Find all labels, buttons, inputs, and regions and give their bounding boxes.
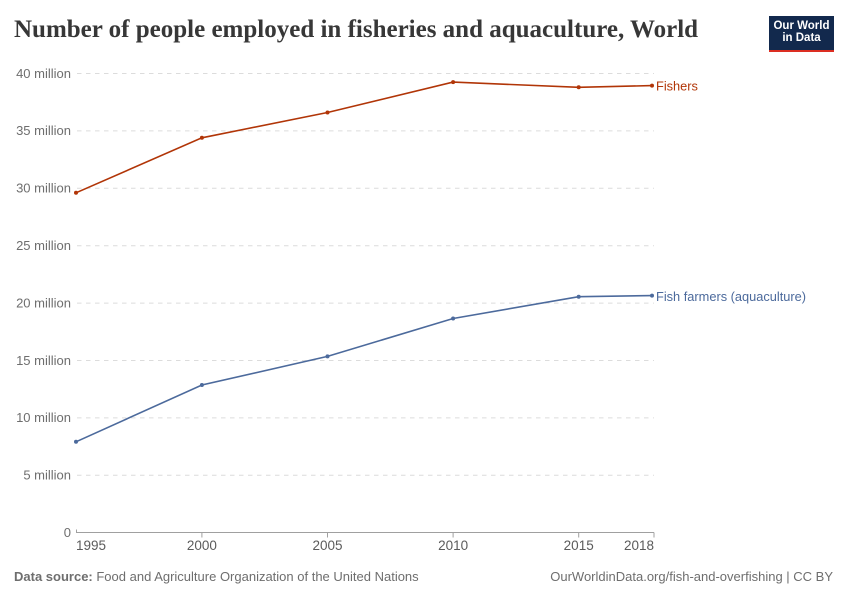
svg-text:25 million: 25 million xyxy=(16,238,71,253)
svg-text:2005: 2005 xyxy=(312,538,342,553)
svg-text:5 million: 5 million xyxy=(23,468,71,483)
svg-text:2018: 2018 xyxy=(624,538,654,553)
svg-text:Fish farmers (aquaculture): Fish farmers (aquaculture) xyxy=(656,289,806,304)
svg-text:15 million: 15 million xyxy=(16,353,71,368)
svg-text:10 million: 10 million xyxy=(16,410,71,425)
svg-text:2000: 2000 xyxy=(187,538,217,553)
svg-text:2015: 2015 xyxy=(564,538,594,553)
svg-text:20 million: 20 million xyxy=(16,295,71,310)
svg-text:Fishers: Fishers xyxy=(656,79,698,94)
svg-text:30 million: 30 million xyxy=(16,181,71,196)
svg-text:35 million: 35 million xyxy=(16,123,71,138)
svg-text:40 million: 40 million xyxy=(16,66,71,81)
svg-text:1995: 1995 xyxy=(76,538,106,553)
svg-text:2010: 2010 xyxy=(438,538,468,553)
svg-text:0: 0 xyxy=(64,525,71,540)
